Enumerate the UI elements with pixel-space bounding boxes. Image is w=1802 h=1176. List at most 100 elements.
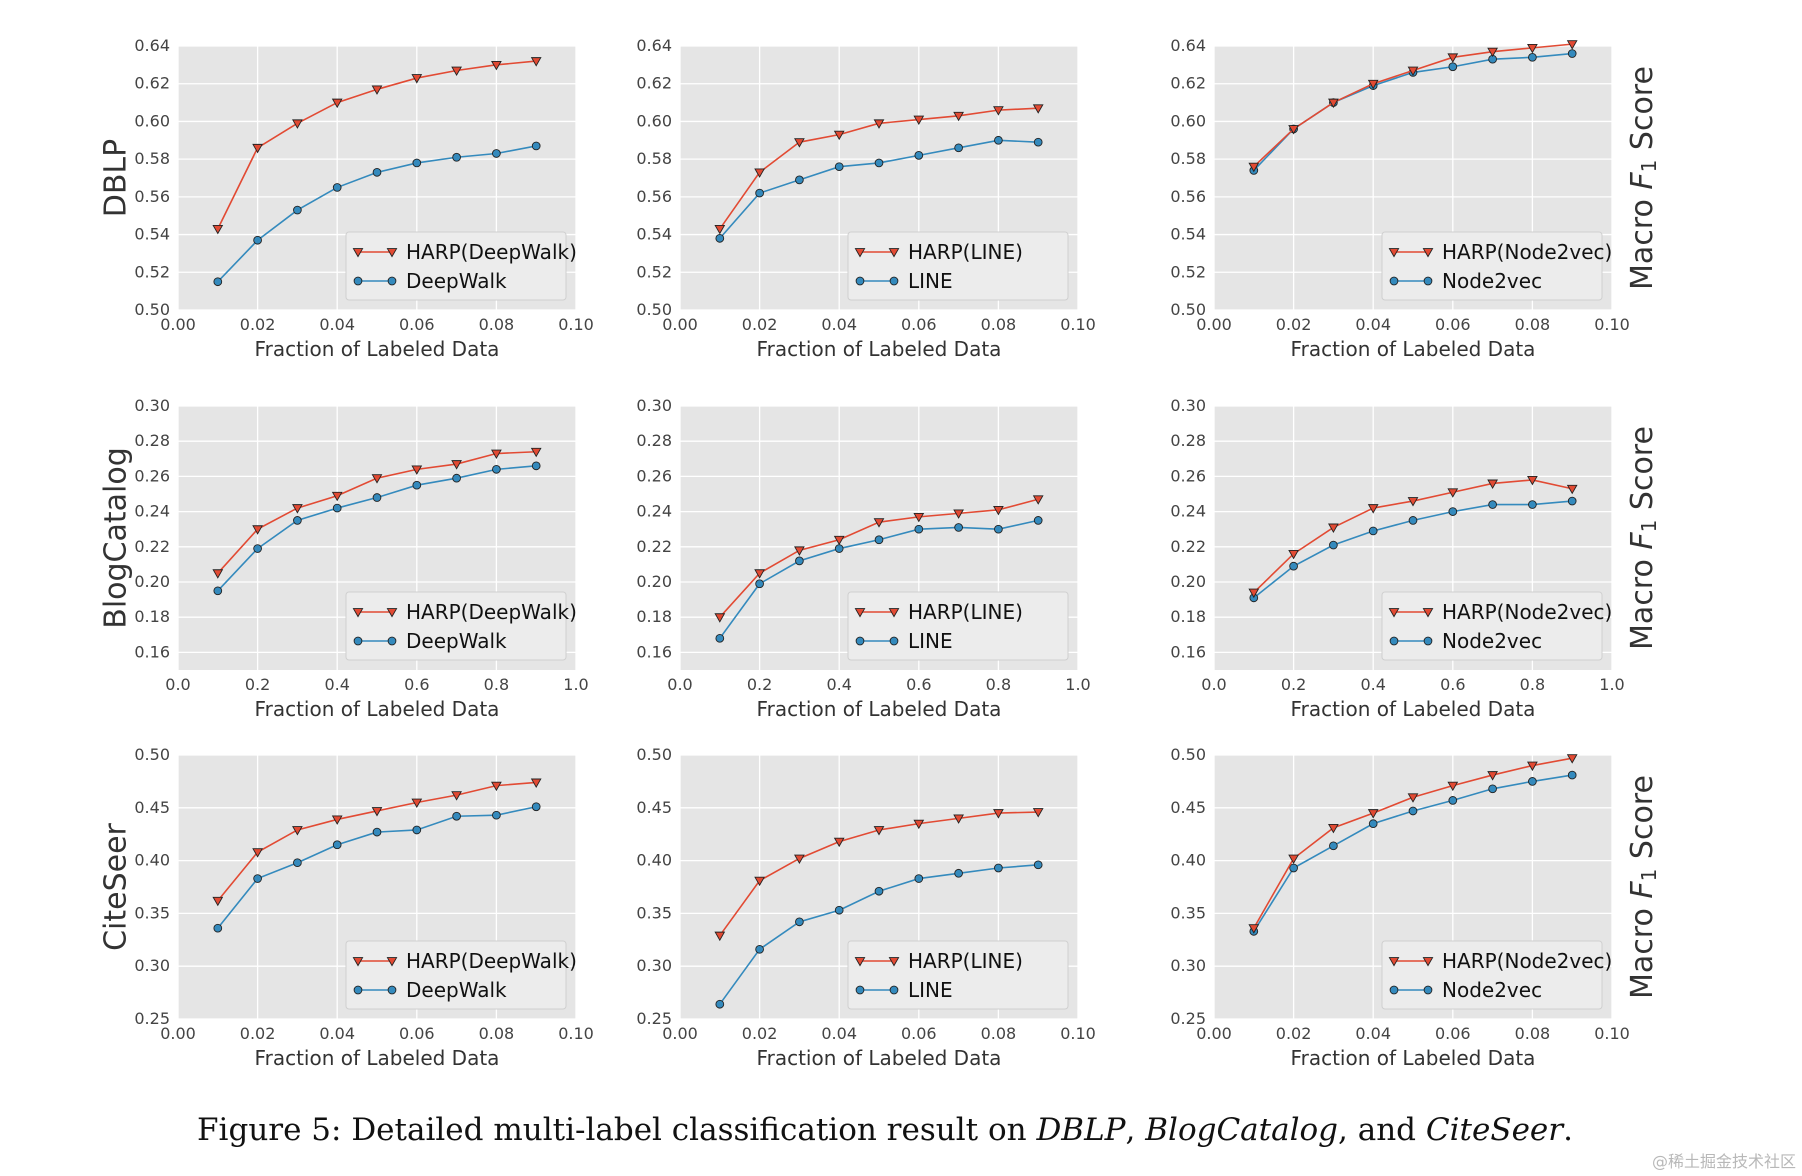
y-tick-label: 0.56 (636, 187, 672, 206)
y2-axis-label: Macro F1 Score (1625, 775, 1662, 999)
data-point-baseline (452, 811, 461, 821)
data-point-baseline (1448, 62, 1458, 72)
legend-marker (1389, 985, 1399, 995)
data-point-harp (833, 535, 845, 546)
x-axis-label: Fraction of Labeled Data (1291, 337, 1536, 361)
legend-marker (1423, 636, 1433, 646)
y2-axis-label: Macro F1 Score (1625, 426, 1662, 650)
y-tick-label: 0.30 (1170, 396, 1206, 415)
data-point-baseline (994, 863, 1003, 873)
data-point-harp (913, 115, 925, 126)
x-tick-label: 0.10 (1594, 1024, 1630, 1043)
y-tick-label: 0.54 (636, 225, 672, 244)
legend-marker (1422, 957, 1434, 967)
data-point-baseline (1289, 863, 1298, 873)
data-point-baseline (1528, 500, 1537, 509)
y-tick-label: 0.20 (636, 572, 672, 591)
data-point-harp (1288, 549, 1299, 560)
data-point-baseline (914, 151, 924, 160)
data-point-harp (1367, 79, 1379, 90)
y-tick-label: 0.30 (636, 956, 672, 975)
chart-panel-1-1: 0.0 0.2 0.4 0.6 0.8 1.0 0.16 0.18 0.20 0.22 0.24 0.… (636, 396, 1090, 721)
y-tick-label: 0.58 (636, 149, 672, 168)
y-tick-label: 0.16 (1170, 642, 1206, 661)
data-point-baseline (1033, 137, 1043, 147)
data-point-baseline (1567, 496, 1577, 506)
data-point-baseline (253, 874, 262, 883)
y-tick-label: 0.22 (134, 537, 170, 556)
x-tick-label: 0.06 (901, 1024, 937, 1043)
x-tick-label: 0.10 (1594, 315, 1630, 334)
data-point-harp (913, 819, 925, 830)
data-point-baseline (412, 825, 422, 835)
data-point-harp (754, 168, 765, 178)
data-point-baseline (412, 158, 422, 168)
data-point-baseline (874, 158, 884, 168)
legend-label: HARP(DeepWalk) (406, 600, 577, 624)
y-tick-label: 0.60 (1170, 111, 1206, 130)
caption-dataset-blogcatalog: BlogCatalog (1145, 1112, 1339, 1148)
legend-label: HARP(DeepWalk) (406, 240, 577, 264)
data-point-baseline (332, 503, 342, 513)
y-tick-label: 0.58 (1170, 149, 1206, 168)
chart-panel-0-1: 0.00 0.02 0.04 0.06 0.08 0.10 0.50 0.52 0.54 0.56… (636, 36, 1095, 361)
data-point-harp (292, 826, 303, 836)
data-point-baseline (715, 233, 725, 243)
data-point-harp (411, 798, 423, 809)
data-point-harp (873, 119, 885, 129)
y-tick-label: 0.50 (636, 300, 672, 319)
y-tick-label: 0.26 (1170, 466, 1206, 485)
data-point-baseline (834, 544, 844, 553)
y-tick-label: 0.25 (1170, 1009, 1206, 1028)
data-point-harp (1032, 808, 1044, 818)
data-point-baseline (1567, 770, 1577, 780)
legend-label: Node2vec (1442, 978, 1542, 1002)
data-point-harp (993, 809, 1004, 819)
data-point-harp (530, 447, 542, 458)
caption-dataset-citeseer: CiteSeer (1425, 1112, 1564, 1148)
x-tick-label: 0.2 (245, 675, 270, 694)
data-point-harp (1447, 53, 1459, 63)
y-tick-label: 0.62 (134, 74, 170, 93)
data-point-baseline (755, 188, 764, 198)
data-point-harp (212, 569, 224, 579)
data-point-harp (1487, 47, 1498, 58)
x-tick-label: 0.6 (1440, 675, 1465, 694)
x-axis-label: Fraction of Labeled Data (255, 697, 500, 721)
data-point-baseline (1329, 540, 1338, 550)
data-point-harp (252, 143, 263, 154)
legend-label: HARP(DeepWalk) (406, 949, 577, 973)
x-tick-label: 0.06 (1435, 1024, 1471, 1043)
data-point-harp (873, 826, 885, 836)
data-point-baseline (1448, 796, 1458, 805)
x-tick-label: 0.08 (1515, 315, 1551, 334)
data-point-baseline (1408, 806, 1418, 816)
y-tick-label: 0.35 (1170, 903, 1206, 922)
y-tick-label: 0.24 (636, 502, 672, 521)
x-axis-label: Fraction of Labeled Data (757, 337, 1002, 361)
data-point-baseline (1368, 526, 1378, 536)
x-tick-label: 0.04 (319, 315, 355, 334)
legend-marker (888, 248, 900, 258)
data-point-harp (794, 854, 805, 864)
x-axis-label: Fraction of Labeled Data (255, 337, 500, 361)
data-point-baseline (531, 141, 541, 151)
y-tick-label: 0.26 (636, 466, 672, 485)
y-axis-label: BlogCatalog (99, 447, 134, 629)
y-tick-label: 0.18 (1170, 607, 1206, 626)
data-point-baseline (492, 465, 501, 474)
data-point-harp (1328, 523, 1339, 533)
data-point-baseline (213, 923, 223, 933)
x-tick-label: 0.10 (558, 315, 594, 334)
data-point-baseline (531, 802, 541, 812)
legend-box (345, 940, 567, 1010)
y-axis-label: CiteSeer (99, 822, 134, 950)
data-point-baseline (531, 461, 541, 471)
data-point-harp (1367, 504, 1379, 514)
y-tick-label: 0.40 (134, 851, 170, 870)
data-point-harp (371, 85, 383, 95)
legend: HARP(DeepWalk) DeepWalk (345, 940, 577, 1010)
legend: HARP(LINE) LINE (847, 591, 1069, 661)
data-point-baseline (914, 524, 924, 534)
data-point-baseline (834, 905, 844, 915)
